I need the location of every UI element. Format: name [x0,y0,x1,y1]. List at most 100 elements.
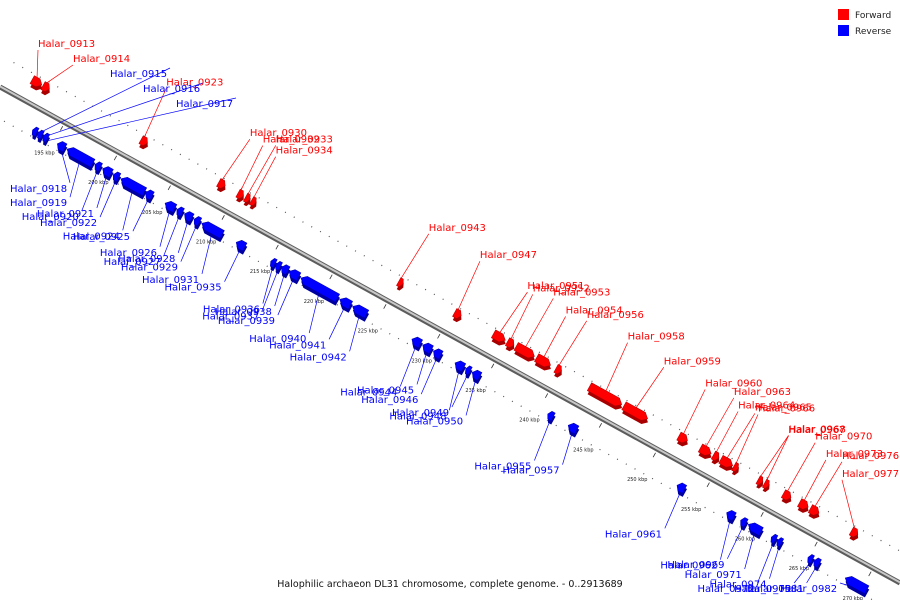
gene-label[interactable]: Halar_0968 [789,424,846,435]
gene-label[interactable]: Halar_0960 [705,378,762,389]
gene-label[interactable]: Halar_0921 [37,209,94,220]
gene-label[interactable]: Halar_0922 [40,218,97,229]
gene-label[interactable]: Halar_0915 [110,69,167,80]
gene-label[interactable]: Halar_0971 [685,570,742,581]
gene-label[interactable]: Halar_0975 [734,584,791,595]
gene-label[interactable]: Halar_0951 [527,281,584,292]
gene-feature[interactable] [513,342,539,364]
gene-feature[interactable] [462,365,474,379]
gene-feature[interactable] [796,498,812,515]
gene-feature[interactable] [730,462,742,476]
gene-label[interactable]: Halar_0976 [842,451,899,462]
gene-label[interactable]: Halar_0928 [118,254,175,265]
gene-label[interactable]: Halar_0918 [10,184,67,195]
gene-feature[interactable] [807,504,823,521]
gene-label[interactable]: Halar_0936 [203,304,260,315]
gene-label[interactable]: Halar_0948 [389,411,446,422]
gene-label[interactable]: Halar_0961 [605,529,662,540]
gene-feature[interactable] [142,188,156,204]
gene-label[interactable]: Halar_0931 [142,275,199,286]
gene-label[interactable]: Halar_0977 [842,469,899,480]
gene-feature[interactable] [737,516,750,531]
gene-label[interactable]: Halar_0963 [734,387,791,398]
gene-label[interactable]: Halar_0916 [143,84,200,95]
gene-feature[interactable] [63,145,96,171]
gene-feature[interactable] [723,509,738,525]
gene-feature[interactable] [761,478,773,493]
gene-label[interactable]: Halar_0935 [165,283,222,294]
gene-feature[interactable] [110,171,123,186]
gene-feature[interactable] [565,421,581,438]
gene-feature[interactable] [285,267,302,285]
gene-feature[interactable] [39,81,53,97]
gene-feature[interactable] [191,215,204,230]
gene-label[interactable]: Halar_0964 [738,401,795,412]
gene-feature[interactable] [430,347,445,363]
gene-feature[interactable] [780,489,795,506]
gene-label[interactable]: Halar_0937 [202,311,259,322]
gene-feature[interactable] [419,341,435,358]
gene-label[interactable]: Halar_0950 [406,416,463,427]
gene-label[interactable]: Halar_0957 [502,466,559,477]
gene-label[interactable]: Halar_0923 [166,77,223,88]
gene-label[interactable]: Halar_0925 [73,232,130,243]
gene-feature[interactable] [842,574,871,598]
gene-feature[interactable] [117,175,148,200]
gene-feature[interactable] [675,431,691,448]
gene-label[interactable]: Halar_0946 [361,395,418,406]
gene-feature[interactable] [552,364,565,378]
gene-feature[interactable] [451,308,465,323]
gene-label[interactable]: Halar_0970 [815,432,872,443]
gene-label[interactable]: Halar_0939 [218,316,275,327]
gene-label[interactable]: Halar_0940 [249,334,306,345]
gene-feature[interactable] [544,410,557,425]
gene-feature[interactable] [848,526,862,542]
gene-feature[interactable] [40,132,52,146]
gene-label[interactable]: Halar_0973 [826,449,883,460]
gene-feature[interactable] [774,537,786,551]
gene-feature[interactable] [272,260,284,275]
gene-label[interactable]: Halar_0934 [276,146,333,157]
gene-feature[interactable] [173,206,186,221]
gene-feature[interactable] [697,443,715,461]
gene-feature[interactable] [349,302,371,322]
gene-feature[interactable] [242,192,254,207]
gene-label[interactable]: Halar_0917 [176,99,233,110]
gene-label[interactable]: Halar_0962 [660,561,717,572]
gene-label[interactable]: Halar_0956 [587,310,644,321]
gene-feature[interactable] [336,295,354,313]
gene-feature[interactable] [248,196,260,211]
gene-label[interactable]: Halar_0952 [533,283,590,294]
gene-feature[interactable] [810,557,823,572]
gene-label[interactable]: Halar_0920 [22,212,79,223]
gene-feature[interactable] [215,178,229,193]
gene-label[interactable]: Halar_0932 [263,135,320,146]
gene-label[interactable]: Halar_0958 [628,332,685,343]
gene-feature[interactable] [673,481,688,497]
gene-feature[interactable] [490,329,509,348]
gene-feature[interactable] [754,475,766,490]
gene-label[interactable]: Halar_0974 [709,580,766,591]
gene-label[interactable]: Halar_0938 [215,307,272,318]
gene-label[interactable]: Halar_0944 [340,387,397,398]
gene-feature[interactable] [181,210,196,226]
gene-feature[interactable] [717,454,736,473]
gene-feature[interactable] [198,219,226,243]
gene-feature[interactable] [278,263,292,279]
gene-label[interactable]: Halar_0959 [664,356,721,367]
gene-label[interactable]: Halar_0982 [780,584,837,595]
gene-label[interactable]: Halar_0943 [429,223,486,234]
gene-feature[interactable] [297,274,341,306]
gene-label[interactable]: Halar_0945 [357,385,414,396]
gene-label[interactable]: Halar_0967 [788,425,845,436]
gene-label[interactable]: Halar_0913 [38,39,95,50]
gene-feature[interactable] [768,533,780,548]
gene-feature[interactable] [804,553,816,568]
gene-feature[interactable] [54,140,69,156]
gene-label[interactable]: Halar_0965 [755,402,812,413]
gene-feature[interactable] [710,450,723,465]
gene-label[interactable]: Halar_0930 [250,128,307,139]
gene-label[interactable]: Halar_0926 [100,248,157,259]
gene-feature[interactable] [395,277,407,292]
gene-feature[interactable] [620,401,651,427]
